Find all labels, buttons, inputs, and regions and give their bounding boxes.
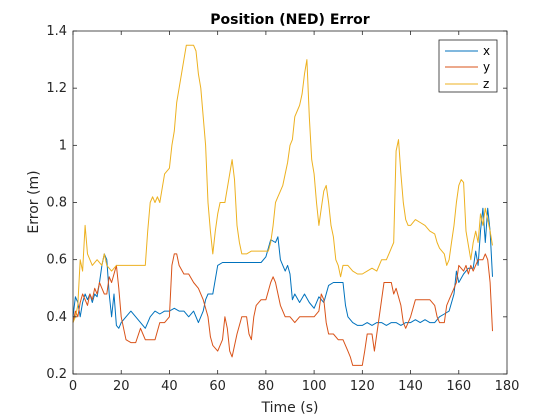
x-tick-label: 80 [258,379,275,394]
x-tick-label: 60 [209,379,226,394]
y-tick-label: 0.4 [46,310,67,325]
x-tick-label: 180 [495,379,520,394]
legend-label-x: x [483,44,490,58]
y-tick-label: 1.2 [46,81,67,96]
y-tick-label: 1 [59,138,67,153]
x-tick-label: 100 [302,379,327,394]
x-tick-label: 20 [113,379,130,394]
series-line-z [72,44,493,323]
legend-label-z: z [483,77,489,91]
y-tick-label: 0.8 [46,196,67,211]
series-layer [72,44,493,366]
legend-box [438,39,498,93]
legend-label-y: y [483,60,490,74]
x-tick-label: 0 [69,379,77,394]
x-axis-title: Time (s) [261,400,319,416]
y-tick-label: 0.2 [46,367,67,382]
series-line-x [72,207,493,329]
series-line-y [72,253,493,366]
ticks-layer: 0 20 40 60 80 100 120 140 160 180 0.2 0.4 0.6 0.8 1 1.2… [46,24,519,394]
x-tick-label: 140 [398,379,423,394]
chart-title: Position (NED) Error [210,12,370,28]
x-tick-label: 40 [161,379,178,394]
legend: x y z [438,39,498,93]
y-axis-title: Error (m) [26,170,42,233]
y-tick-label: 1.4 [46,24,67,39]
x-tick-label: 160 [446,379,471,394]
y-tick-label: 0.6 [46,253,67,268]
x-tick-label: 120 [350,379,375,394]
